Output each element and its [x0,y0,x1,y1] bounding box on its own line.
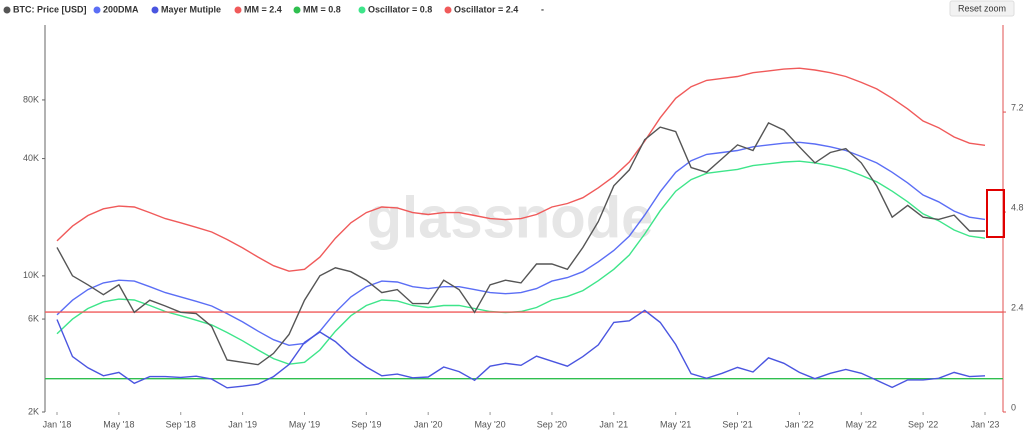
legend-marker [3,6,11,14]
y2-tick-label: 4.8 [1011,202,1024,212]
x-tick-label: May '18 [103,419,134,429]
x-tick-label: Sep '18 [166,419,196,429]
y-tick-label: 2K [28,406,39,416]
x-tick-label: May '19 [289,419,320,429]
x-tick-label: Jan '18 [43,419,72,429]
x-tick-label: Jan '20 [414,419,443,429]
x-tick-label: Jan '22 [785,419,814,429]
legend-label: MM = 0.8 [303,4,341,14]
legend: BTC: Price [USD] 200DMA Mayer Mutiple MM = … [3,4,544,14]
x-tick-label: May '22 [846,419,877,429]
y-tick-label: 10K [23,270,39,280]
legend-marker [234,6,242,14]
x-tick-label: Sep '21 [722,419,752,429]
x-tick-label: Jan '19 [228,419,257,429]
legend-label: Oscillator = 2.4 [454,4,518,14]
legend-marker [151,6,159,14]
y2-tick-label: 0 [1011,402,1016,412]
x-tick-label: May '21 [660,419,691,429]
x-tick-label: Sep '22 [908,419,938,429]
legend-label: BTC: Price [USD] [13,4,87,14]
y2-tick-label: 2.4 [1011,302,1024,312]
plot: 2K 6K 10K 40K 80K 0 2.4 4.8 7.2 Jan '18 May '18 Sep… [23,67,1024,429]
legend-marker [444,6,452,14]
legend-marker [358,6,366,14]
y-tick-label: 80K [23,94,39,104]
series-line [56,121,985,366]
legend-label: 200DMA [103,4,139,14]
series-line [56,141,986,347]
legend-extra: - [541,4,544,14]
x-tick-label: Sep '19 [351,419,381,429]
x-tick-label: Sep '20 [537,419,567,429]
series-line [56,67,986,272]
legend-label: Mayer Mutiple [161,4,221,14]
y-tick-label: 6K [28,313,39,323]
x-tick-label: May '20 [474,419,505,429]
y2-tick-label: 7.2 [1011,102,1024,112]
legend-marker [93,6,101,14]
watermark: glassnode [367,185,654,250]
x-tick-label: Jan '23 [971,419,1000,429]
reset-zoom-button[interactable]: Reset zoom [949,0,1015,17]
y-tick-label: 40K [23,153,39,163]
legend-label: MM = 2.4 [244,4,282,14]
reset-zoom-label[interactable]: Reset zoom [958,3,1006,13]
reset-zoom-bg[interactable] [949,0,1015,17]
legend-marker [293,6,301,14]
highlight-box [986,189,1005,238]
x-tick-label: Jan '21 [599,419,628,429]
legend-label: Oscillator = 0.8 [368,4,432,14]
series-line [56,309,986,389]
